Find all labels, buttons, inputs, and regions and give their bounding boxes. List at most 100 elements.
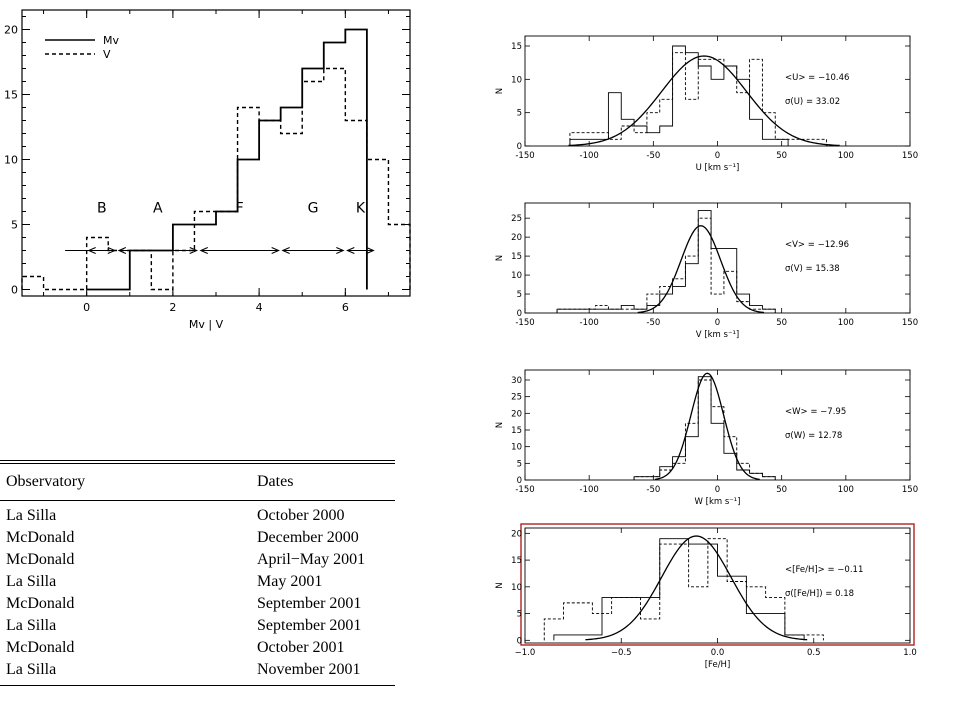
- statistics-annotation: <U> = −10.46: [785, 73, 849, 83]
- x-axis-label: U [km s⁻¹]: [696, 163, 740, 173]
- u-velocity-histogram-chart: -150 -100 -50 0 50 100 150 0 5 10 15 U [km s⁻¹] N <U>…: [495, 35, 918, 173]
- y-tick-label: 15: [4, 89, 18, 102]
- statistics-annotation: σ(U) = 33.02: [785, 97, 840, 107]
- y-tick-label: 5: [517, 459, 522, 469]
- solid-histogram-line: [569, 45, 789, 146]
- cell-observatory: La Silla: [6, 661, 57, 678]
- x-tick-label: 0: [715, 151, 720, 161]
- x-tick-label: 150: [902, 151, 918, 161]
- y-axis-label: N: [495, 582, 505, 588]
- y-tick-label: 0: [517, 309, 522, 319]
- solid-histogram-line: [553, 538, 805, 641]
- x-tick-label: 4: [256, 301, 263, 314]
- spectral-class-label: G: [308, 201, 319, 217]
- x-tick-label: -150: [515, 151, 534, 161]
- statistics-annotation: σ(W) = 12.78: [785, 431, 842, 441]
- cell-dates: September 2001: [257, 595, 362, 612]
- statistics-annotation: <[Fe/H]> = −0.11: [785, 565, 863, 575]
- x-tick-label: 150: [902, 485, 918, 495]
- table-row: McDonald September 2001: [0, 593, 395, 615]
- y-tick-label: 0: [517, 476, 522, 486]
- x-tick-label: 50: [776, 318, 787, 328]
- x-tick-label: -100: [580, 151, 599, 161]
- x-tick-label: 1.0: [903, 648, 917, 658]
- cell-dates: May 2001: [257, 573, 323, 590]
- gaussian-fit-curve: [637, 225, 765, 314]
- v-velocity-histogram-chart: -150 -100 -50 0 50 100 150 0 5 10 15 20 25 V [km s⁻¹]…: [495, 202, 918, 340]
- cell-dates: December 2000: [257, 529, 359, 546]
- x-tick-label: -150: [515, 485, 534, 495]
- y-tick-label: 15: [511, 556, 522, 566]
- y-tick-label: 20: [511, 529, 522, 539]
- x-tick-label: 50: [776, 151, 787, 161]
- cell-observatory: La Silla: [6, 573, 57, 590]
- x-tick-label: 0.5: [807, 648, 821, 658]
- y-tick-label: 0: [11, 284, 18, 297]
- y-tick-label: 0: [517, 142, 522, 152]
- y-tick-label: 20: [4, 24, 18, 37]
- gaussian-fit-curve: [568, 55, 840, 147]
- y-tick-label: 5: [517, 610, 522, 620]
- x-tick-label: 0: [715, 318, 720, 328]
- x-tick-label: 0: [83, 301, 90, 314]
- table-body: La Silla October 2000 McDonald December 200…: [0, 505, 395, 681]
- legend-label: Mv: [103, 34, 119, 47]
- y-tick-label: 20: [511, 409, 522, 419]
- arrow-left-head: [199, 247, 208, 254]
- y-tick-label: 25: [511, 393, 522, 403]
- y-tick-label: 5: [517, 109, 522, 119]
- x-tick-label: 150: [902, 318, 918, 328]
- metallicity-histogram-chart: −1.0 −0.5 0.0 0.5 1.0 0 5 10 15 20 [Fe/H] N <[Fe/H]>…: [495, 523, 917, 670]
- table-top-rule: [0, 460, 395, 461]
- cell-observatory: La Silla: [6, 617, 57, 634]
- table-row: McDonald December 2000: [0, 527, 395, 549]
- arrow-left-head: [117, 247, 127, 254]
- table-bottom-rule: [0, 685, 395, 686]
- y-tick-label: 15: [511, 426, 522, 436]
- x-tick-label: −0.5: [611, 648, 632, 658]
- arrow-right-head: [189, 247, 199, 254]
- y-tick-label: 5: [11, 219, 18, 232]
- spectral-class-label: B: [97, 201, 107, 217]
- x-tick-label: -50: [646, 318, 660, 328]
- gaussian-fit-curve: [585, 535, 808, 641]
- header-observatory: Observatory: [6, 473, 86, 490]
- cell-observatory: McDonald: [6, 551, 75, 568]
- y-tick-label: 30: [511, 376, 522, 386]
- statistics-annotation: <V> = −12.96: [785, 240, 849, 250]
- x-tick-label: −1.0: [515, 648, 536, 658]
- cell-observatory: McDonald: [6, 529, 75, 546]
- cell-observatory: La Silla: [6, 507, 57, 524]
- x-axis-label: W [km s⁻¹]: [695, 497, 741, 507]
- observatory-dates-table: Observatory Dates La Silla October 2000 Mc…: [0, 460, 395, 686]
- arrow-left-head: [346, 247, 355, 254]
- y-tick-label: 10: [511, 443, 522, 453]
- x-axis-label: Mv | V: [189, 318, 224, 331]
- cell-dates: October 2000: [257, 507, 345, 524]
- y-tick-label: 10: [511, 583, 522, 593]
- mv-v-histogram-chart: 0 2 4 6 0 5 10 15 20 Mv | V MvV B A F G K: [4, 9, 411, 331]
- arrow-left-head: [281, 247, 290, 254]
- y-tick-label: 20: [511, 233, 522, 243]
- table-header-rule: [0, 500, 395, 501]
- spectral-class-label: F: [236, 201, 244, 217]
- plot-frame: [524, 35, 911, 147]
- y-axis-label: N: [495, 255, 505, 261]
- statistics-annotation: <W> = −7.95: [785, 407, 846, 417]
- statistics-annotation: σ([Fe/H]) = 0.18: [785, 589, 854, 599]
- w-velocity-histogram-chart: -150 -100 -50 0 50 100 150 0 5 10 15 20 25 30 W [km s⁻…: [495, 369, 918, 507]
- x-tick-label: 100: [838, 151, 854, 161]
- cell-dates: November 2001: [257, 661, 361, 678]
- table-row: McDonald April−May 2001: [0, 549, 395, 571]
- y-axis-label: N: [495, 88, 505, 94]
- dashed-histogram-line: [543, 538, 824, 641]
- table-row: La Silla May 2001: [0, 571, 395, 593]
- dashed-histogram-line: [556, 217, 776, 313]
- cell-observatory: McDonald: [6, 639, 75, 656]
- arrow-right-head: [336, 247, 345, 254]
- arrow-right-head: [271, 247, 280, 254]
- cell-dates: September 2001: [257, 617, 362, 634]
- table-top-rule-double: [0, 463, 395, 464]
- x-tick-label: 100: [838, 485, 854, 495]
- table-row: La Silla September 2001: [0, 615, 395, 637]
